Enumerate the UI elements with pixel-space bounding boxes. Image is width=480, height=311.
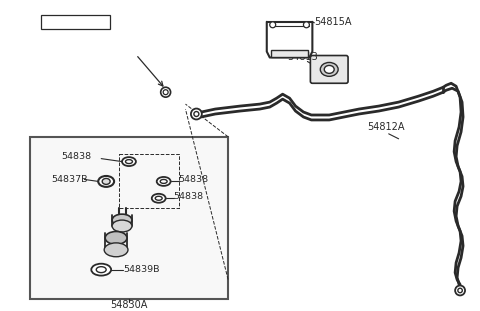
Ellipse shape: [91, 264, 111, 276]
Bar: [30, 137, 228, 299]
FancyBboxPatch shape: [41, 15, 109, 29]
Ellipse shape: [458, 288, 462, 293]
Ellipse shape: [152, 194, 166, 203]
Bar: [271, 49, 309, 58]
Ellipse shape: [163, 90, 168, 95]
Text: 54815A: 54815A: [314, 17, 352, 27]
Ellipse shape: [98, 176, 114, 187]
Text: 54837B: 54837B: [52, 175, 88, 184]
Text: 54838: 54838: [174, 192, 204, 201]
Text: 54813: 54813: [288, 53, 318, 63]
Ellipse shape: [105, 231, 127, 244]
Ellipse shape: [191, 109, 202, 119]
Text: REF.60-624: REF.60-624: [49, 18, 102, 27]
Ellipse shape: [320, 63, 338, 76]
Ellipse shape: [303, 22, 310, 28]
Ellipse shape: [155, 196, 162, 200]
Ellipse shape: [125, 160, 132, 164]
Ellipse shape: [104, 243, 128, 257]
Ellipse shape: [96, 267, 106, 273]
Ellipse shape: [455, 285, 465, 295]
Ellipse shape: [324, 65, 334, 73]
Ellipse shape: [161, 87, 170, 97]
Ellipse shape: [112, 214, 132, 226]
Text: 54839B: 54839B: [123, 265, 159, 274]
Text: 54830A: 54830A: [110, 300, 148, 310]
Ellipse shape: [194, 112, 199, 117]
Ellipse shape: [102, 179, 110, 184]
FancyBboxPatch shape: [311, 56, 348, 83]
Ellipse shape: [160, 179, 167, 183]
Ellipse shape: [157, 177, 170, 186]
Ellipse shape: [122, 157, 136, 166]
Text: 54838: 54838: [179, 175, 209, 184]
Text: 54838: 54838: [61, 152, 92, 161]
Ellipse shape: [112, 220, 132, 232]
Ellipse shape: [270, 22, 276, 28]
Text: 54812A: 54812A: [367, 122, 404, 132]
